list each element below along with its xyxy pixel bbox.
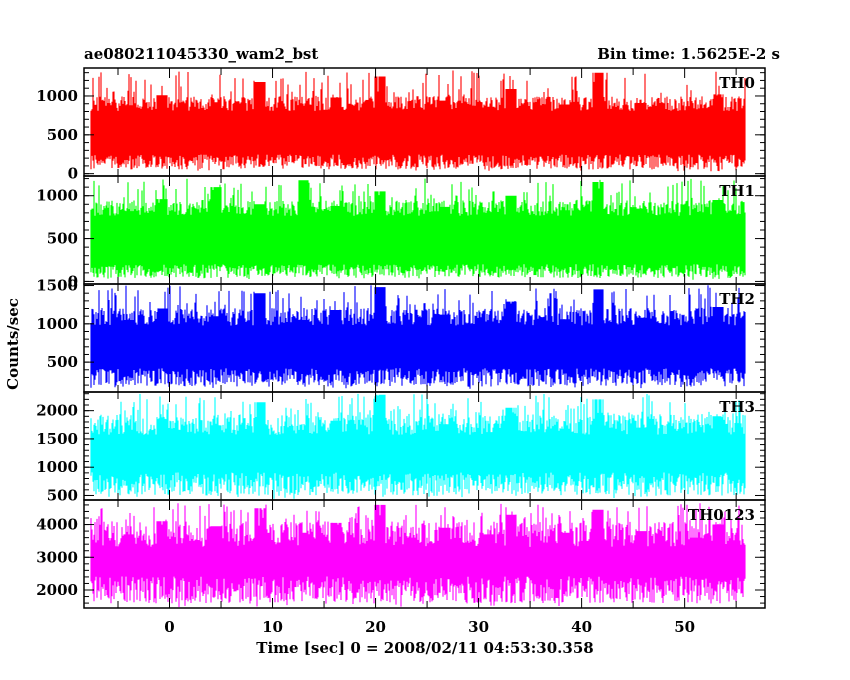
y-tick-label: 0 (68, 165, 78, 183)
panel-th0: 0 500 1000 TH0 (36, 67, 766, 183)
series-th0123 (90, 503, 746, 607)
y-tick-label: 500 (47, 230, 78, 248)
panel-th1: 0 500 1000 TH1 (36, 175, 766, 290)
y-tick-label: 3000 (36, 548, 78, 566)
chart-title-left: ae080211045330_wam2_bst (84, 45, 318, 63)
x-tick-label: 10 (262, 618, 283, 636)
x-axis-label: Time [sec] 0 = 2008/02/11 04:53:30.358 (256, 639, 593, 657)
y-tick-label: 4000 (36, 516, 78, 534)
y-tick-label: 500 (47, 486, 78, 504)
y-tick-label: 500 (47, 126, 78, 144)
panel-label: TH3 (719, 398, 755, 416)
panel-label: TH0 (719, 74, 755, 92)
y-tick-label: 2000 (36, 402, 78, 420)
panel-th2: 500 1000 1500 TH2 (36, 277, 766, 393)
panel-th3: 500 1000 1500 2000 TH3 (36, 391, 766, 504)
panel-label: TH0123 (688, 506, 755, 524)
x-tick-label: 20 (365, 618, 386, 636)
series-th1 (90, 178, 746, 280)
series-th2 (90, 285, 746, 389)
panel-th0123: 2000 3000 4000 TH0123 (36, 499, 766, 609)
panel-label: TH2 (719, 290, 755, 308)
series-th3 (90, 393, 746, 499)
x-tick-label: 30 (468, 618, 489, 636)
x-tick-label: 50 (674, 618, 695, 636)
y-tick-label: 500 (47, 353, 78, 371)
x-tick-label: 0 (164, 618, 174, 636)
x-tick-label: 40 (571, 618, 592, 636)
y-tick-label: 1000 (36, 458, 78, 476)
y-tick-label: 0 (68, 272, 78, 290)
y-tick-label: 1000 (36, 315, 78, 333)
y-tick-label: 1000 (36, 187, 78, 205)
y-tick-label: 1000 (36, 87, 78, 105)
chart-title-right: Bin time: 1.5625E-2 s (597, 45, 780, 63)
panel-label: TH1 (719, 182, 755, 200)
series-th0 (90, 70, 746, 172)
y-tick-label: 2000 (36, 581, 78, 599)
y-tick-label: 1500 (36, 277, 78, 295)
y-axis-label: Counts/sec (4, 298, 22, 390)
y-tick-label: 1500 (36, 430, 78, 448)
panel-frame (83, 499, 766, 609)
